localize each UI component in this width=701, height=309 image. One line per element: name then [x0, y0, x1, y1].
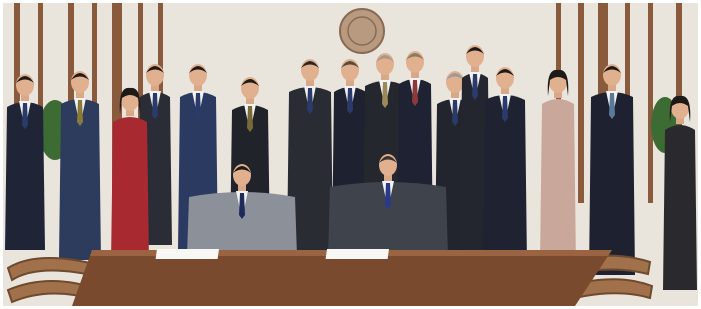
tie — [412, 80, 418, 106]
document — [156, 249, 219, 259]
body — [540, 99, 576, 265]
document — [326, 249, 389, 259]
tie — [347, 88, 353, 114]
tie — [502, 96, 508, 122]
tie — [609, 93, 615, 119]
photo — [0, 0, 701, 309]
tie — [385, 183, 391, 209]
tie — [452, 100, 458, 126]
tie — [382, 82, 388, 108]
page: (() => { const data = JSON.parse(documen… — [0, 0, 701, 309]
tie — [239, 193, 245, 219]
person — [589, 64, 635, 275]
emblem-disc — [340, 9, 384, 53]
tie — [152, 93, 158, 119]
tie — [22, 103, 28, 129]
tie — [77, 100, 83, 126]
tie — [247, 106, 253, 132]
tie — [472, 74, 478, 100]
tie — [195, 93, 201, 119]
emblem — [340, 9, 384, 53]
slat — [648, 3, 653, 203]
body — [663, 125, 697, 290]
body — [589, 92, 635, 275]
body — [111, 117, 149, 262]
tie — [307, 88, 313, 114]
slat — [578, 3, 584, 203]
